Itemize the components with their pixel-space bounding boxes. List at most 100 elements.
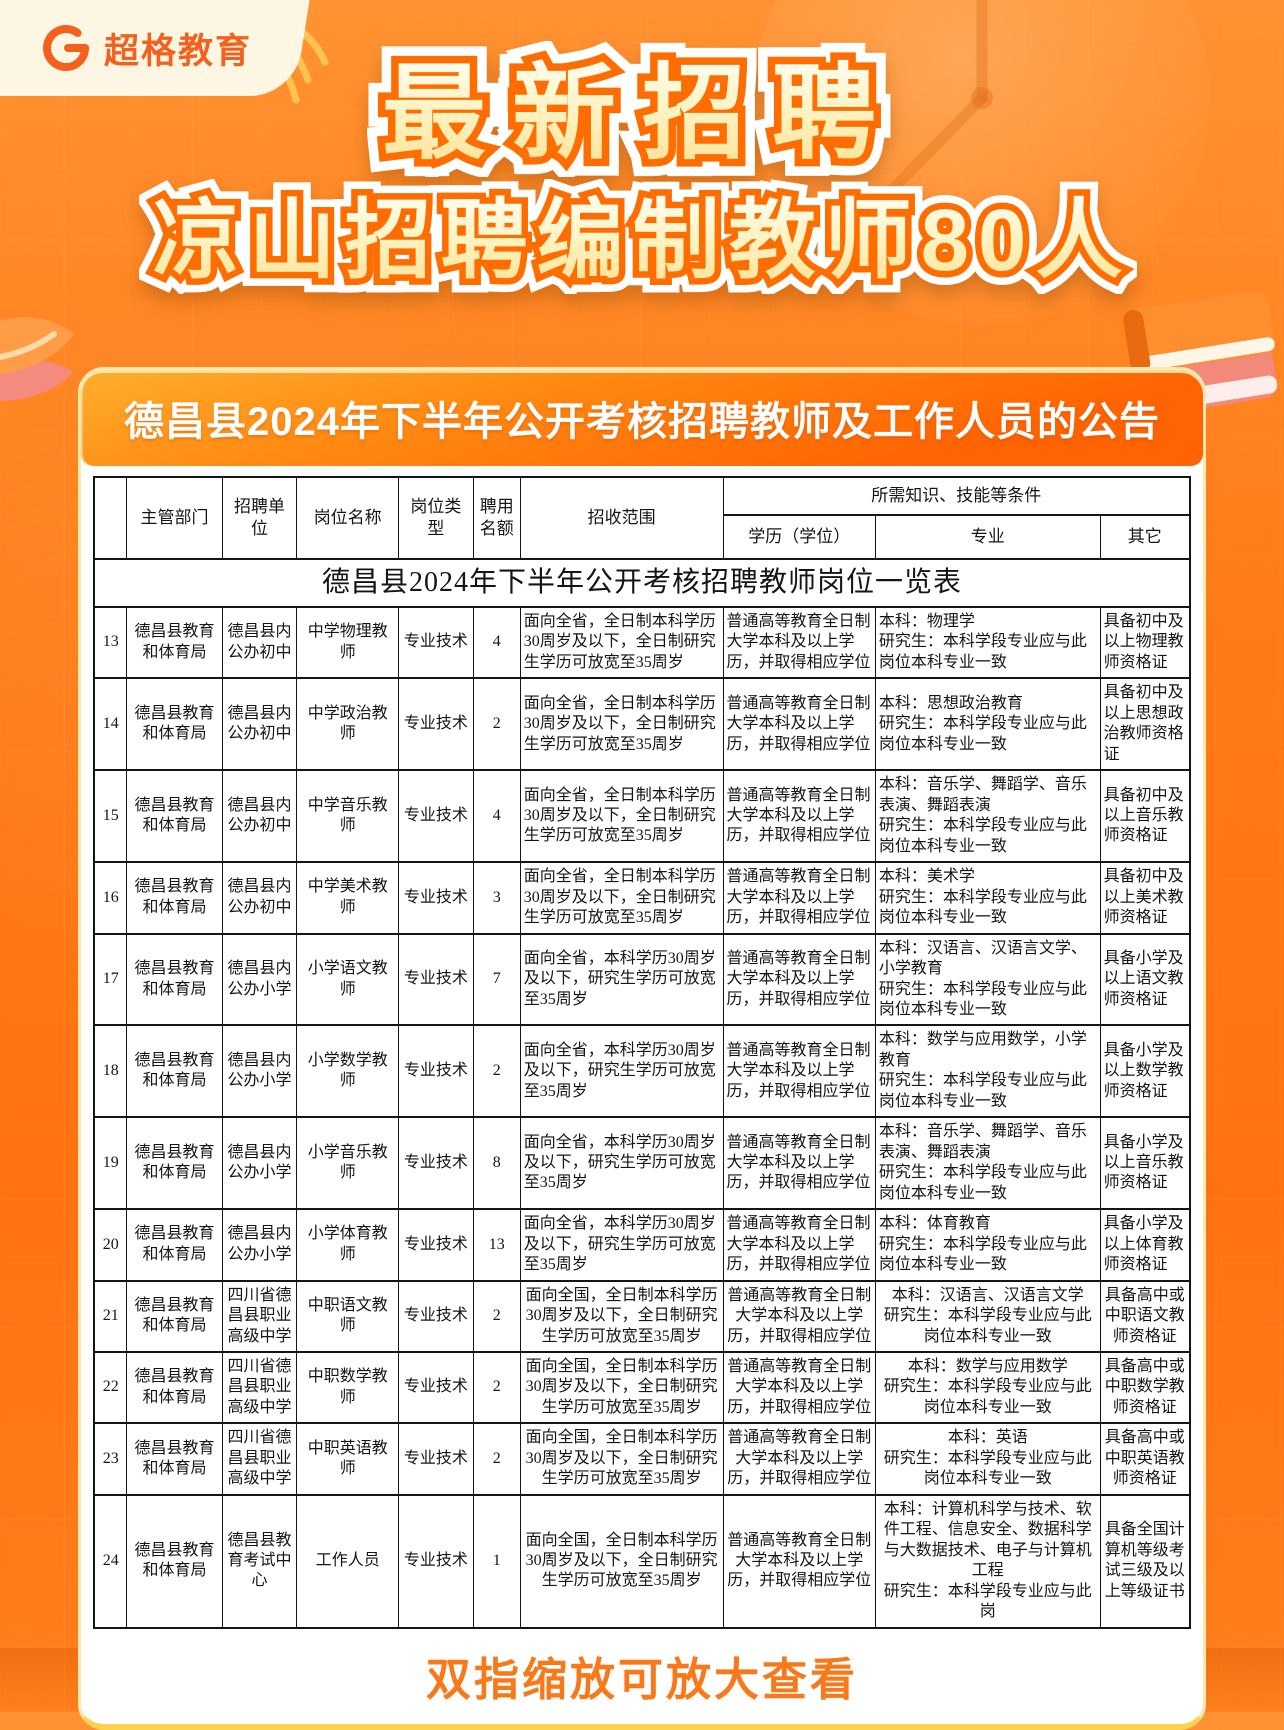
header-dept: 主管部门 [126, 476, 223, 560]
cell-other-requirement: 具备小学及以上音乐教师资格证 [1099, 1116, 1191, 1211]
table-row: 13 德昌县教育和体育局 德昌县内公办初中 中学物理教师 专业技术 4 面向全省… [93, 605, 1191, 680]
cell-recruit-scope: 面向全省，本科学历30周岁及以下，研究生学历可放宽至35周岁 [519, 1208, 724, 1282]
cell-other-requirement: 具备高中或中职语文教师资格证 [1099, 1279, 1191, 1354]
cell-quota: 2 [472, 1279, 521, 1354]
cell-quota: 8 [472, 1116, 521, 1211]
cell-post-type: 专业技术 [398, 605, 474, 680]
announcement-card: 德昌县2024年下半年公开考核招聘教师及工作人员的公告 德昌县2024年下半年公… [78, 367, 1206, 1730]
table-row: 18 德昌县教育和体育局 德昌县内公办小学 小学数学教师 专业技术 2 面向全省… [93, 1024, 1191, 1119]
cell-post-name: 中学政治教师 [296, 677, 400, 772]
cell-major-requirement: 本科：美术学 研究生：本科学段专业应与此岗位本科专业一致 [874, 861, 1101, 935]
cell-other-requirement: 具备初中及以上物理教师资格证 [1099, 605, 1191, 680]
table-row: 16 德昌县教育和体育局 德昌县内公办初中 中学美术教师 专业技术 3 面向全省… [93, 861, 1191, 935]
cell-row-number: 13 [93, 605, 128, 680]
cell-degree-requirement: 普通高等教育全日制大学本科及以上学历，并取得相应学位 [722, 1116, 876, 1211]
header-degree: 学历（学位） [722, 514, 876, 560]
hero-subtitle-outline: 凉山招聘编制教师80人 [0, 170, 1284, 303]
cell-other-requirement: 具备全国计算机等级考试三级及以上等级证书 [1099, 1493, 1191, 1629]
cell-row-number: 15 [93, 769, 128, 864]
cell-department: 德昌县教育和体育局 [126, 1422, 223, 1496]
table-row: 23 德昌县教育和体育局 四川省德昌县职业高级中学 中职英语教师 专业技术 2 … [93, 1422, 1191, 1496]
cell-unit: 德昌县内公办初中 [221, 677, 298, 772]
cell-unit: 德昌县内公办初中 [221, 605, 298, 680]
cell-recruit-scope: 面向全省，本科学历30周岁及以下，研究生学历可放宽至35周岁 [519, 1116, 724, 1211]
cell-degree-requirement: 普通高等教育全日制大学本科及以上学历，并取得相应学位 [722, 1350, 876, 1425]
cell-post-name: 小学音乐教师 [296, 1116, 400, 1211]
cell-degree-requirement: 普通高等教育全日制大学本科及以上学历，并取得相应学位 [722, 1493, 876, 1629]
cell-degree-requirement: 普通高等教育全日制大学本科及以上学历，并取得相应学位 [722, 1422, 876, 1496]
header-requirements-group: 所需知识、技能等条件 [722, 476, 1191, 516]
cell-post-name: 中职语文教师 [296, 1279, 400, 1354]
hero-subtitle-stroke: 凉山招聘编制教师80人 [0, 170, 1284, 296]
jobs-table: 德昌县2024年下半年公开考核招聘教师岗位一览表 主管部门 招聘单位 岗位名称 … [93, 476, 1191, 1629]
cell-post-name: 小学体育教师 [296, 1208, 400, 1282]
cell-unit: 德昌县内公办小学 [221, 1116, 298, 1211]
cell-quota: 1 [472, 1493, 521, 1629]
brand-name: 超格教育 [104, 31, 253, 71]
cell-post-type: 专业技术 [398, 1493, 474, 1629]
cell-other-requirement: 具备小学及以上体育教师资格证 [1099, 1208, 1191, 1282]
cell-recruit-scope: 面向全国，全日制本科学历30周岁及以下，全日制研究生学历可放宽至35周岁 [519, 1493, 724, 1629]
zoom-hint: 双指缩放可放大查看 [425, 1653, 858, 1705]
cell-unit: 四川省德昌县职业高级中学 [221, 1422, 298, 1496]
cell-post-name: 中职数学教师 [296, 1350, 400, 1425]
table-header: 主管部门 招聘单位 岗位名称 岗位类型 聘用名额 招收范围 所需知识、技能等条件… [93, 476, 1191, 560]
cell-row-number: 19 [93, 1116, 128, 1211]
cell-row-number: 18 [93, 1024, 128, 1119]
cell-major-requirement: 本科：汉语言、汉语言文学、小学教育 研究生：本科学段专业应与此岗位本科专业一致 [874, 932, 1101, 1027]
cell-post-type: 专业技术 [398, 1279, 474, 1354]
cell-degree-requirement: 普通高等教育全日制大学本科及以上学历，并取得相应学位 [722, 1024, 876, 1119]
cell-quota: 2 [472, 1350, 521, 1425]
cell-row-number: 24 [93, 1493, 128, 1629]
cell-post-type: 专业技术 [398, 861, 474, 935]
cell-department: 德昌县教育和体育局 [126, 1493, 223, 1629]
cell-major-requirement: 本科：音乐学、舞蹈学、音乐表演、舞蹈表演 研究生：本科学段专业应与此岗位本科专业… [874, 1116, 1101, 1211]
cell-unit: 德昌县内公办初中 [221, 861, 298, 935]
cell-post-name: 中学物理教师 [296, 605, 400, 680]
cell-major-requirement: 本科：体育教育 研究生：本科学段专业应与此岗位本科专业一致 [874, 1208, 1101, 1282]
cell-department: 德昌县教育和体育局 [126, 677, 223, 772]
table-title: 德昌县2024年下半年公开考核招聘教师岗位一览表 [93, 558, 1191, 608]
cell-major-requirement: 本科：物理学 研究生：本科学段专业应与此岗位本科专业一致 [874, 605, 1101, 680]
table-row: 20 德昌县教育和体育局 德昌县内公办小学 小学体育教师 专业技术 13 面向全… [93, 1208, 1191, 1282]
cell-row-number: 22 [93, 1350, 128, 1425]
cell-other-requirement: 具备初中及以上美术教师资格证 [1099, 861, 1191, 935]
cell-degree-requirement: 普通高等教育全日制大学本科及以上学历，并取得相应学位 [722, 605, 876, 680]
table-body: 13 德昌县教育和体育局 德昌县内公办初中 中学物理教师 专业技术 4 面向全省… [93, 605, 1191, 1629]
table-row: 14 德昌县教育和体育局 德昌县内公办初中 中学政治教师 专业技术 2 面向全省… [93, 677, 1191, 772]
leaf-icon [0, 317, 74, 401]
cell-department: 德昌县教育和体育局 [126, 1024, 223, 1119]
cell-quota: 4 [472, 605, 521, 680]
cell-recruit-scope: 面向全国，全日制本科学历30周岁及以下，全日制研究生学历可放宽至35周岁 [519, 1422, 724, 1496]
cell-unit: 德昌县教育考试中心 [221, 1493, 298, 1629]
cell-major-requirement: 本科：计算机科学与技术、软件工程、信息安全、数据科学与大数据技术、电子与计算机工… [874, 1493, 1101, 1629]
cell-major-requirement: 本科：汉语言、汉语言文学 研究生：本科学段专业应与此岗位本科专业一致 [874, 1279, 1101, 1354]
hero-title-outline: 最新招聘 [0, 28, 1284, 189]
cell-row-number: 17 [93, 932, 128, 1027]
cell-major-requirement: 本科：思想政治教育 研究生：本科学段专业应与此岗位本科专业一致 [874, 677, 1101, 772]
hero-title-text: 最新招聘 [0, 28, 1284, 179]
cell-recruit-scope: 面向全省，本科学历30周岁及以下，研究生学历可放宽至35周岁 [519, 932, 724, 1027]
hero-subtitle-text: 凉山招聘编制教师80人 [0, 170, 1284, 296]
header-index [93, 476, 128, 560]
table-row: 17 德昌县教育和体育局 德昌县内公办小学 小学语文教师 专业技术 7 面向全省… [93, 932, 1191, 1027]
cell-department: 德昌县教育和体育局 [126, 605, 223, 680]
cell-row-number: 16 [93, 861, 128, 935]
header-major: 专业 [874, 514, 1101, 560]
table-row: 19 德昌县教育和体育局 德昌县内公办小学 小学音乐教师 专业技术 8 面向全省… [93, 1116, 1191, 1211]
cell-department: 德昌县教育和体育局 [126, 1350, 223, 1425]
cell-post-name: 中职英语教师 [296, 1422, 400, 1496]
cell-row-number: 23 [93, 1422, 128, 1496]
cell-other-requirement: 具备初中及以上思想政治教师资格证 [1099, 677, 1191, 772]
cell-major-requirement: 本科：数学与应用数学 研究生：本科学段专业应与此岗位本科专业一致 [874, 1350, 1101, 1425]
cell-post-name: 小学数学教师 [296, 1024, 400, 1119]
cell-department: 德昌县教育和体育局 [126, 1116, 223, 1211]
cell-major-requirement: 本科：音乐学、舞蹈学、音乐表演、舞蹈表演 研究生：本科学段专业应与此岗位本科专业… [874, 769, 1101, 864]
hero-subtitle: 凉山招聘编制教师80人 凉山招聘编制教师80人 凉山招聘编制教师80人 [0, 170, 1284, 303]
cell-post-type: 专业技术 [398, 769, 474, 864]
cell-department: 德昌县教育和体育局 [126, 769, 223, 864]
cell-post-type: 专业技术 [398, 1116, 474, 1211]
cell-post-name: 工作人员 [296, 1493, 400, 1629]
cell-post-name: 中学美术教师 [296, 861, 400, 935]
cell-post-name: 中学音乐教师 [296, 769, 400, 864]
